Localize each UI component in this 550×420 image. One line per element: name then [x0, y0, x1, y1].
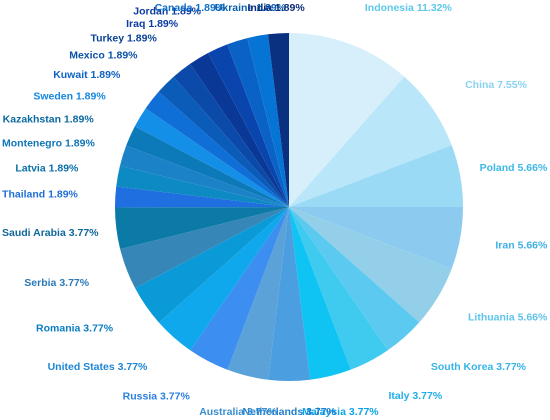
pie-slice-romania: [135, 207, 289, 323]
slice-label-montenegro: Montenegro 1.89%: [2, 138, 95, 150]
pie-slice-kazakhstan: [126, 126, 289, 207]
pie-slice-jordan: [208, 44, 289, 208]
pie-slice-united-states: [158, 207, 289, 351]
pie-slice-latvia: [116, 165, 289, 207]
pie-slice-serbia: [120, 207, 290, 289]
pie-slice-thailand: [114, 186, 289, 208]
pie-slice-lithuania: [289, 207, 452, 323]
pie-slices: [114, 32, 463, 381]
pie-slice-turkey: [173, 63, 289, 208]
pie-slice-netherlands: [268, 207, 311, 381]
pie-slice-italy: [289, 207, 388, 370]
pie-slice-indonesia: [289, 33, 405, 207]
slice-label-latvia: Latvia 1.89%: [15, 163, 79, 175]
pie-slice-malaysia: [289, 207, 351, 380]
slice-label-china: China 7.55%: [465, 79, 528, 91]
slice-label-jordan: Jordan 1.89%: [133, 6, 201, 18]
pie-slice-china: [289, 76, 452, 207]
slice-label-thailand: Thailand 1.89%: [2, 188, 79, 200]
pie-slice-ukraine: [247, 34, 289, 207]
slice-label-lithuania: Lithuania 5.66%: [468, 311, 548, 323]
slice-label-romania: Romania 3.77%: [36, 323, 114, 335]
pie-slice-sweden: [134, 108, 289, 207]
slice-label-india: India 1.89%: [247, 2, 305, 14]
slice-label-kazakhstan: Kazakhstan 1.89%: [3, 113, 95, 125]
slice-label-indonesia: Indonesia 11.32%: [365, 2, 453, 14]
pie-slice-india: [267, 32, 289, 207]
slice-label-iraq: Iraq 1.89%: [126, 18, 179, 30]
slice-label-turkey: Turkey 1.89%: [90, 32, 157, 44]
slice-label-russia: Russia 3.77%: [123, 390, 191, 402]
pie-slice-mexico: [158, 76, 289, 208]
slice-label-ukraine: Ukraine 1.89%: [215, 2, 287, 14]
pie-slice-saudi-arabia: [115, 207, 289, 250]
slice-label-poland: Poland 5.66%: [480, 162, 548, 174]
slice-label-australia: Australia 3.77%: [199, 406, 277, 418]
slice-label-netherlands: Netherlands 3.77%: [243, 406, 337, 418]
slice-label-canada: Canada 1.89%: [155, 2, 226, 14]
pie-slice-australia: [227, 207, 289, 380]
pie-slice-russia: [190, 207, 289, 370]
pie-slice-montenegro: [119, 145, 289, 207]
pie-slice-kuwait: [145, 91, 289, 207]
slice-label-sweden: Sweden 1.89%: [33, 90, 106, 102]
slice-label-mexico: Mexico 1.89%: [69, 50, 138, 62]
pie-slice-canada: [227, 38, 289, 207]
slice-label-italy: Italy 3.77%: [389, 390, 443, 402]
pie-slice-iran: [289, 207, 463, 269]
slice-label-kuwait: Kuwait 1.89%: [53, 69, 121, 81]
slice-label-united-states: United States 3.77%: [48, 361, 148, 373]
pie-slice-iraq: [190, 52, 289, 207]
pie-slice-poland: [289, 145, 463, 207]
slice-label-south-korea: South Korea 3.77%: [431, 361, 527, 373]
pie-slice-south-korea: [289, 207, 420, 351]
slice-label-malaysia: Malaysia 3.77%: [302, 406, 379, 418]
slice-label-serbia: Serbia 3.77%: [24, 277, 89, 289]
slice-label-saudi-arabia: Saudi Arabia 3.77%: [2, 227, 99, 239]
slice-label-iran: Iran 5.66%: [495, 239, 548, 251]
